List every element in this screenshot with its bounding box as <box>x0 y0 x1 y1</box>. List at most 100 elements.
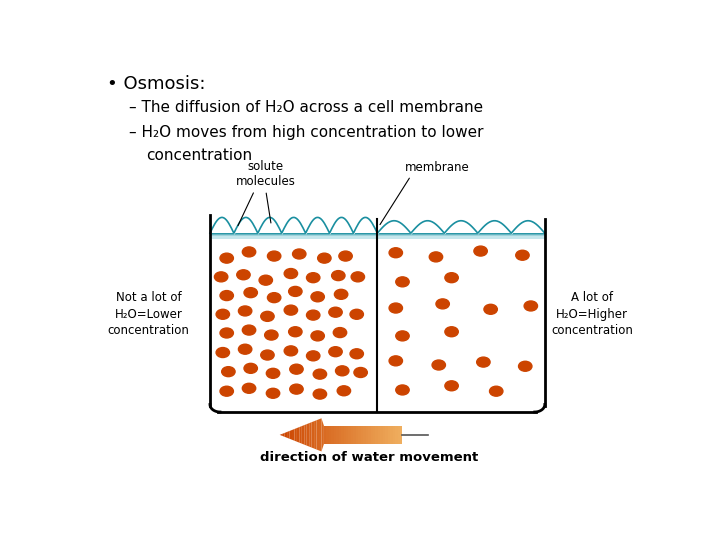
Circle shape <box>238 344 252 354</box>
Polygon shape <box>356 426 359 444</box>
Circle shape <box>445 381 459 391</box>
Bar <box>210 233 545 236</box>
Circle shape <box>311 331 324 341</box>
Circle shape <box>389 303 402 313</box>
Bar <box>210 234 545 237</box>
Polygon shape <box>280 434 282 436</box>
Bar <box>210 236 545 239</box>
Circle shape <box>336 366 349 376</box>
Circle shape <box>524 301 538 311</box>
Polygon shape <box>363 426 366 444</box>
Circle shape <box>477 357 490 367</box>
Polygon shape <box>302 425 305 444</box>
Bar <box>210 235 545 238</box>
Circle shape <box>484 305 498 314</box>
Bar <box>210 236 545 239</box>
Circle shape <box>216 309 230 319</box>
Circle shape <box>284 346 297 356</box>
Circle shape <box>313 389 327 399</box>
Bar <box>210 236 545 239</box>
Bar <box>210 234 545 237</box>
Bar <box>210 235 545 239</box>
Polygon shape <box>375 426 378 444</box>
Text: • Osmosis:: • Osmosis: <box>107 75 205 93</box>
Bar <box>210 235 545 238</box>
Circle shape <box>220 291 233 301</box>
Polygon shape <box>390 426 392 444</box>
Circle shape <box>284 305 297 315</box>
Circle shape <box>289 327 302 337</box>
Bar <box>210 234 545 237</box>
Bar <box>210 233 545 237</box>
Polygon shape <box>361 426 363 444</box>
Circle shape <box>266 368 280 379</box>
Circle shape <box>333 328 347 338</box>
Circle shape <box>267 293 281 302</box>
Polygon shape <box>378 426 380 444</box>
Bar <box>210 234 545 237</box>
Polygon shape <box>309 422 312 448</box>
Bar <box>210 234 545 238</box>
Bar <box>210 235 545 238</box>
Polygon shape <box>329 426 331 444</box>
Bar <box>210 234 545 237</box>
Circle shape <box>516 250 529 260</box>
Circle shape <box>220 328 233 338</box>
Circle shape <box>445 327 459 337</box>
Polygon shape <box>392 426 395 444</box>
Polygon shape <box>395 426 397 444</box>
Circle shape <box>429 252 443 262</box>
Bar <box>210 234 545 237</box>
Circle shape <box>307 273 320 282</box>
Polygon shape <box>397 426 400 444</box>
Bar <box>210 236 545 239</box>
Text: – The diffusion of H₂O across a cell membrane: – The diffusion of H₂O across a cell mem… <box>129 100 483 115</box>
Bar <box>210 235 545 238</box>
Text: direction of water movement: direction of water movement <box>260 451 478 464</box>
Circle shape <box>265 330 278 340</box>
Polygon shape <box>346 426 348 444</box>
Polygon shape <box>289 430 292 440</box>
Circle shape <box>350 349 364 359</box>
Polygon shape <box>324 426 326 444</box>
Bar <box>210 235 545 238</box>
Bar <box>210 233 545 237</box>
Bar <box>210 236 545 239</box>
Bar <box>210 235 545 238</box>
Bar <box>210 236 545 239</box>
Circle shape <box>350 309 364 319</box>
Bar <box>210 235 545 238</box>
Bar <box>210 235 545 238</box>
Circle shape <box>354 368 367 377</box>
Bar <box>210 234 545 237</box>
Polygon shape <box>319 418 321 451</box>
Bar <box>210 234 545 237</box>
Polygon shape <box>366 426 368 444</box>
Polygon shape <box>385 426 388 444</box>
Polygon shape <box>312 421 314 449</box>
Text: concentration: concentration <box>552 325 633 338</box>
Circle shape <box>289 364 303 374</box>
Bar <box>210 234 545 237</box>
Polygon shape <box>354 426 356 444</box>
Circle shape <box>266 388 280 399</box>
Circle shape <box>261 312 274 321</box>
Polygon shape <box>317 419 319 450</box>
Bar <box>210 235 545 238</box>
Polygon shape <box>334 426 336 444</box>
Circle shape <box>220 386 233 396</box>
Polygon shape <box>282 433 284 437</box>
Circle shape <box>307 310 320 320</box>
Bar <box>210 234 545 237</box>
Circle shape <box>389 248 402 258</box>
Bar <box>210 234 545 238</box>
Circle shape <box>318 253 331 263</box>
Polygon shape <box>380 426 383 444</box>
Circle shape <box>222 367 235 377</box>
Polygon shape <box>373 426 375 444</box>
Circle shape <box>396 385 409 395</box>
Polygon shape <box>314 420 317 449</box>
Bar <box>210 233 545 237</box>
Polygon shape <box>305 424 307 446</box>
Bar <box>210 235 545 239</box>
